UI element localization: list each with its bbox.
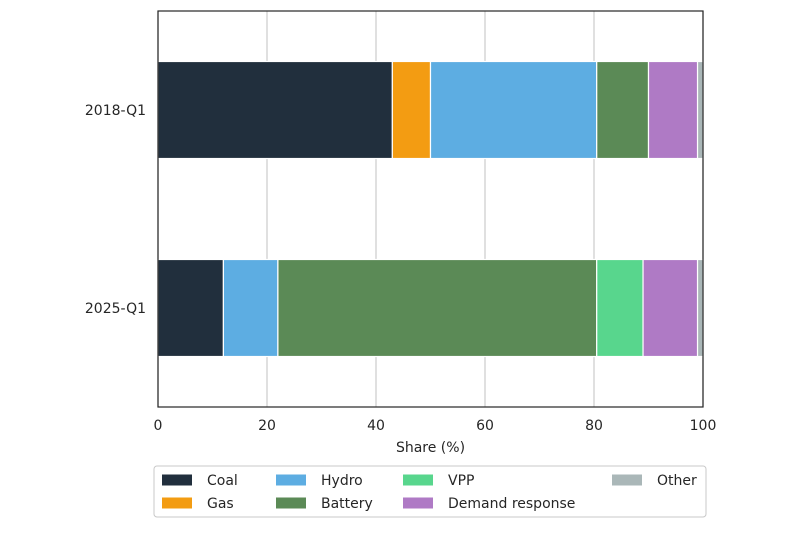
bar-2025-q1-hydro [222,258,279,358]
legend-label-demand-response: Demand response [448,496,575,512]
bar-2018-q1-coal [157,60,393,160]
legend-swatch-demand-response [403,497,433,509]
bar-2018-q1-demand-response [647,60,699,160]
bar-2025-q1-demand-response [642,258,699,358]
x-tick-label-60: 60 [476,418,494,434]
x-axis-title: Share (%) [396,440,465,456]
x-tick-label-40: 40 [367,418,385,434]
legend-swatch-other [612,474,642,486]
x-tick-label-20: 20 [258,418,276,434]
y-tick-label-2025-q1: 2025-Q1 [85,301,146,317]
x-tick-label-80: 80 [585,418,603,434]
y-tick-label-2018-q1: 2018-Q1 [85,103,146,119]
bar-2018-q1-other [696,60,704,160]
legend: Coal Gas Hydro Battery VPP Demand response Oth… [153,465,707,518]
bar-2025-q1-coal [157,258,225,358]
x-tick-label-100: 100 [690,418,717,434]
bar-2018-q1-gas [391,60,432,160]
legend-label-coal: Coal [207,473,238,489]
legend-swatch-vpp [403,474,433,486]
legend-label-gas: Gas [207,496,234,512]
bar-2018-q1-hydro [429,60,598,160]
legend-label-other: Other [657,473,697,489]
legend-swatch-battery [276,497,306,509]
x-axis-ticks: 0 20 40 60 80 100 [154,418,717,434]
legend-swatch-gas [162,497,192,509]
y-axis-ticks: 2018-Q1 2025-Q1 [85,103,146,317]
bar-2018-q1-battery [596,60,650,160]
plot-frame [157,10,704,408]
legend-label-battery: Battery [321,496,373,512]
x-tick-label-0: 0 [154,418,163,434]
legend-swatch-hydro [276,474,306,486]
bar-2025-q1-vpp [596,258,644,358]
legend-label-vpp: VPP [448,473,474,489]
bars-layer [157,60,704,358]
bar-2025-q1-battery [277,258,598,358]
legend-swatch-coal [162,474,192,486]
bar-2025-q1-other [696,258,704,358]
legend-label-hydro: Hydro [321,473,363,489]
